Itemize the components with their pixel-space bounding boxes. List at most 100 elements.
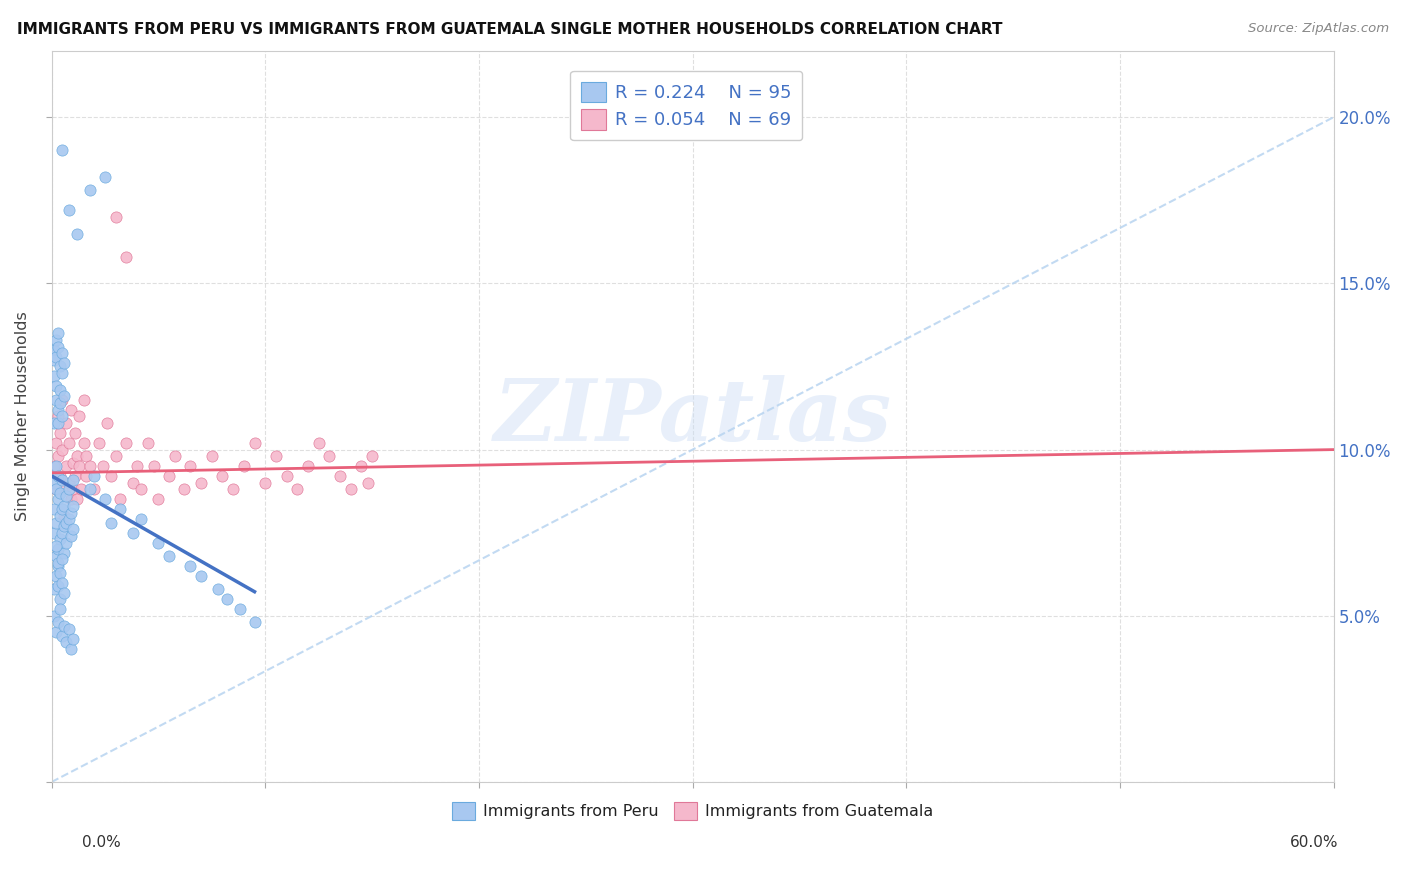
Point [143,459,166,474]
Point [361,449,384,463]
Point [254,475,277,490]
Point [129,512,152,526]
Point [62,456,84,470]
Point [46,492,69,507]
Point [42,416,65,430]
Point [51,346,73,360]
Point [104,210,127,224]
Point [49,396,72,410]
Point [63,469,86,483]
Point [51,552,73,566]
Point [55,459,77,474]
Point [55,489,77,503]
Point [45,539,67,553]
Point [51,629,73,643]
Point [108,502,131,516]
Point [59,642,82,657]
Point [232,459,254,474]
Point [51,366,73,380]
Point [45,569,67,583]
Point [53,483,76,497]
Text: IMMIGRANTS FROM PERU VS IMMIGRANTS FROM GUATEMALA SINGLE MOTHER HOUSEHOLDS CORRE: IMMIGRANTS FROM PERU VS IMMIGRANTS FROM … [17,22,1002,37]
Point [104,449,127,463]
Point [55,535,77,549]
Point [51,442,73,457]
Point [62,632,84,646]
Text: ZIPatlas: ZIPatlas [494,375,891,458]
Point [49,592,72,607]
Point [115,436,138,450]
Point [51,473,73,487]
Point [58,512,80,526]
Point [51,525,73,540]
Point [75,469,97,483]
Text: 0.0%: 0.0% [82,836,121,850]
Legend: Immigrants from Peru, Immigrants from Guatemala: Immigrants from Peru, Immigrants from Gu… [446,796,939,827]
Point [59,529,82,543]
Point [46,469,69,483]
Point [79,483,101,497]
Point [67,459,90,474]
Point [157,469,180,483]
Point [46,542,69,557]
Point [62,483,84,497]
Point [190,475,212,490]
Point [55,416,77,430]
Point [148,535,170,549]
Point [62,473,84,487]
Text: Source: ZipAtlas.com: Source: ZipAtlas.com [1249,22,1389,36]
Point [49,469,72,483]
Point [72,436,94,450]
Y-axis label: Single Mother Households: Single Mother Households [15,311,30,521]
Point [62,522,84,536]
Point [51,502,73,516]
Point [45,459,67,474]
Point [42,608,65,623]
Point [318,449,340,463]
Point [83,483,105,497]
Point [108,492,131,507]
Point [157,549,180,563]
Point [66,449,89,463]
Point [129,483,152,497]
Point [329,469,352,483]
Point [136,436,159,450]
Point [59,402,82,417]
Point [115,250,138,264]
Point [45,392,67,407]
Point [67,409,90,424]
Point [72,392,94,407]
Point [42,369,65,384]
Point [59,492,82,507]
Point [46,416,69,430]
Point [46,326,69,341]
Point [55,635,77,649]
Point [49,602,72,616]
Point [96,416,118,430]
Point [179,558,201,573]
Point [222,483,245,497]
Point [58,475,80,490]
Point [42,582,65,597]
Point [49,509,72,524]
Point [339,483,361,497]
Point [53,509,76,524]
Point [66,227,89,241]
Point [45,350,67,364]
Point [45,483,67,497]
Point [264,449,287,463]
Point [276,469,298,483]
Point [42,525,65,540]
Point [53,619,76,633]
Point [46,339,69,353]
Point [148,492,170,507]
Point [100,516,122,530]
Point [46,402,69,417]
Point [42,502,65,516]
Point [207,582,229,597]
Point [45,516,67,530]
Point [79,183,101,197]
Point [297,459,319,474]
Point [215,592,238,607]
Point [45,483,67,497]
